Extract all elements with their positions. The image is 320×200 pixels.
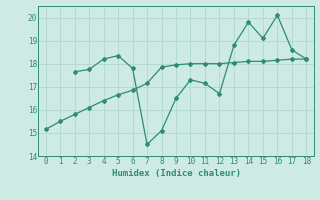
X-axis label: Humidex (Indice chaleur): Humidex (Indice chaleur) (111, 169, 241, 178)
